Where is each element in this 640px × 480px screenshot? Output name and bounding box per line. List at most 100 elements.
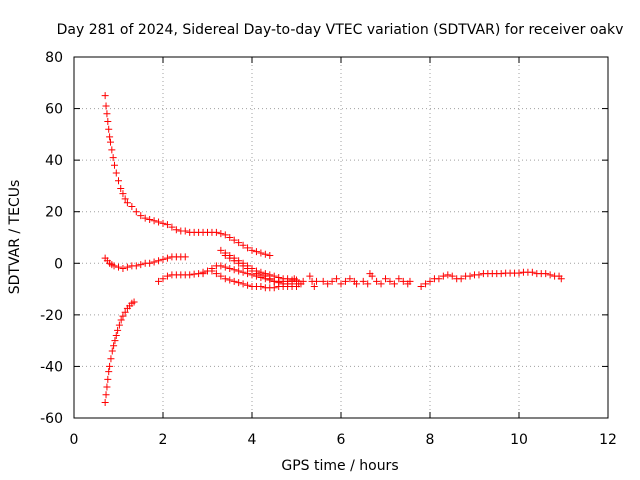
data-point [101, 92, 109, 100]
data-point [159, 219, 167, 227]
data-point [359, 277, 367, 285]
data-point [181, 253, 189, 261]
data-point [221, 231, 229, 239]
data-point [395, 275, 403, 283]
data-point [150, 217, 158, 225]
data-point [261, 250, 269, 258]
data-point [515, 269, 523, 277]
data-point [313, 277, 321, 285]
data-point [557, 275, 565, 283]
data-point [221, 275, 229, 283]
series-trail-3 [319, 275, 361, 288]
data-point [257, 249, 265, 257]
y-tick-label: 60 [45, 102, 63, 118]
data-point [226, 234, 234, 241]
data-point [121, 195, 129, 203]
data-point [439, 272, 447, 280]
data-point [399, 277, 407, 285]
x-tick-label: 10 [510, 432, 528, 448]
data-point [137, 261, 145, 269]
data-point [106, 362, 114, 370]
data-point [341, 277, 349, 285]
series-trail-5 [417, 268, 565, 290]
data-point [101, 399, 109, 407]
data-point [110, 342, 118, 350]
data-point [110, 262, 118, 270]
data-point [257, 271, 265, 279]
data-point [422, 280, 430, 288]
data-point [542, 270, 550, 278]
x-tick-label: 0 [70, 432, 79, 448]
data-point [353, 280, 361, 288]
data-point [115, 321, 123, 329]
data-point [217, 262, 225, 270]
data-point [106, 138, 114, 146]
data-point [252, 270, 260, 278]
data-point [119, 264, 127, 272]
data-point [204, 267, 211, 275]
data-point [117, 316, 125, 324]
x-tick-label: 8 [426, 432, 435, 448]
data-point [163, 221, 171, 229]
data-point [155, 257, 163, 265]
data-point [248, 267, 256, 275]
data-point [106, 133, 114, 141]
x-tick-label: 6 [337, 432, 346, 448]
x-tick-label: 12 [599, 432, 617, 448]
data-point [114, 326, 122, 334]
data-point [212, 270, 220, 278]
data-point [102, 391, 110, 399]
data-point [226, 276, 234, 284]
y-axis-label: SDTVAR / TECUs [7, 180, 23, 295]
data-point [130, 298, 138, 306]
data-point [146, 215, 154, 223]
data-point [217, 246, 225, 254]
data-point [546, 271, 554, 279]
data-point [163, 254, 171, 262]
data-point [306, 272, 314, 280]
data-point [377, 280, 385, 288]
data-point [257, 282, 265, 290]
data-point [217, 272, 225, 280]
data-point [221, 263, 229, 271]
data-point [221, 252, 229, 260]
data-point [108, 347, 116, 355]
data-point [261, 272, 269, 280]
data-point [103, 383, 111, 391]
data-point [288, 280, 296, 288]
data-point [128, 203, 136, 211]
data-point [190, 270, 198, 278]
data-point [132, 208, 140, 216]
data-point [159, 275, 167, 283]
data-point [328, 277, 336, 285]
data-point [299, 277, 307, 285]
data-point [137, 212, 145, 220]
data-point [239, 268, 247, 276]
data-point [181, 227, 189, 235]
data-point [186, 271, 194, 279]
data-point [104, 117, 112, 125]
data-point [310, 282, 318, 290]
series-trail-2 [306, 272, 321, 290]
y-tick-label: 40 [45, 153, 63, 169]
data-point [230, 277, 238, 285]
data-point [435, 275, 443, 283]
data-point [230, 236, 238, 244]
y-tick-label: 20 [45, 205, 63, 221]
data-point [117, 185, 125, 193]
series-band-d [221, 252, 296, 288]
data-point [163, 272, 171, 280]
data-point [244, 244, 252, 252]
y-tick-label: -40 [40, 359, 63, 375]
data-point [150, 258, 158, 266]
data-markers [101, 92, 565, 407]
data-point [112, 331, 120, 339]
data-point [199, 270, 207, 278]
axis-ticks: 0 2 4 6 8 10 12 -60 -40 -20 0 20 40 60 80 [40, 50, 617, 448]
data-point [123, 263, 131, 271]
data-point [123, 199, 131, 207]
data-point [115, 263, 122, 271]
y-tick-label: -20 [40, 308, 63, 324]
x-axis-label: GPS time / hours [281, 458, 398, 474]
data-point [105, 368, 113, 376]
